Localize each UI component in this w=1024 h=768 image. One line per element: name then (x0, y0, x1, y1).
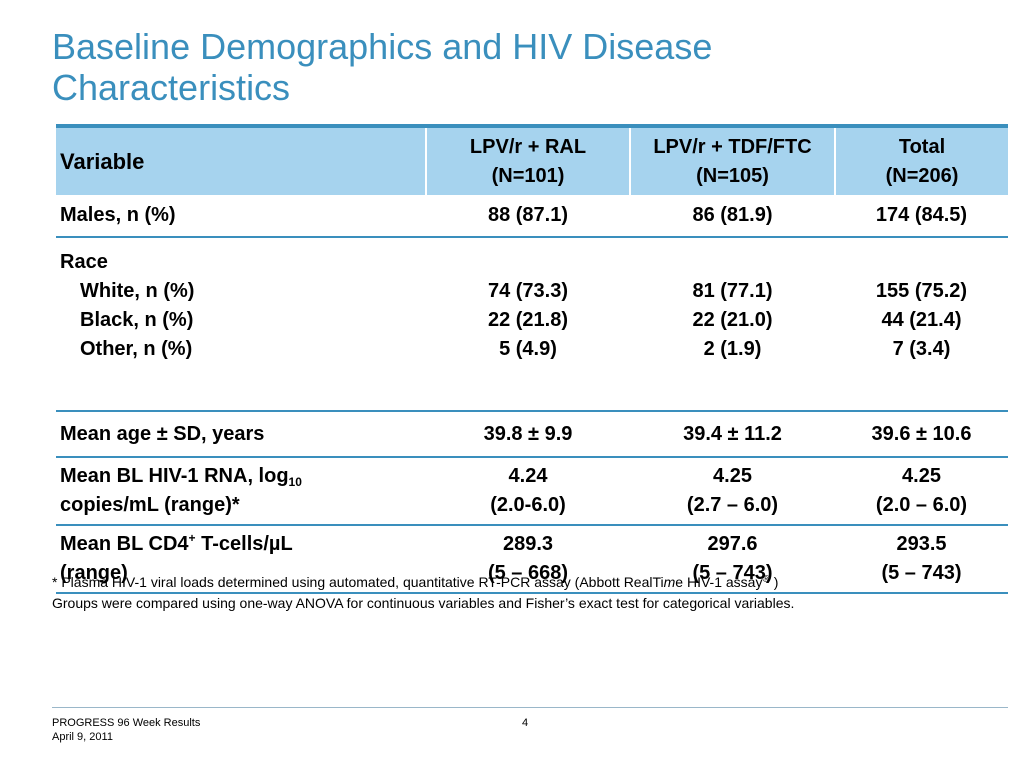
cd4-label-superscript: + (188, 531, 196, 545)
row-label-line: Mean BL CD4+ T-cells/µL (60, 530, 426, 559)
cell-value: 293.5 (896, 533, 947, 555)
cell-value: 2 (1.9) (703, 338, 762, 360)
cell-value: 289.3 (502, 533, 554, 555)
race-cell-lpv-ral: 74 (73.3) 22 (21.8) 5 (4.9) (426, 237, 630, 412)
cell-value: 174 (84.5) (835, 195, 1008, 238)
cell-range: (2.7 – 6.0) (686, 494, 779, 516)
header-lpv-ral: LPV/r + RAL (N=101) (425, 128, 630, 195)
cell-value: 39.6 ± 10.6 (835, 411, 1008, 458)
footnote-italic: m (663, 574, 676, 590)
rna-cell-lpv-tdf-ftc: 4.25 (2.7 – 6.0) (630, 457, 835, 526)
cell-value: 155 (75.2) (875, 280, 968, 302)
row-label-line: Mean BL HIV-1 RNA, log10 (60, 462, 426, 491)
header-group-name: LPV/r + TDF/FTC (653, 135, 812, 158)
rna-label-subscript: 10 (288, 475, 302, 489)
footer-date: April 9, 2011 (52, 731, 113, 743)
header-variable: Variable (56, 128, 426, 195)
cell-value: 39.4 ± 11.2 (630, 411, 835, 458)
header-group-name: Total (898, 135, 946, 158)
cd4-cell-lpv-tdf-ftc: 297.6 (5 – 743) (630, 525, 835, 594)
race-sub-label: Black, n (%) (80, 309, 194, 331)
cell-value: 5 (4.9) (499, 338, 557, 360)
table-row-cd4: Mean BL CD4+ T-cells/µL (range) 289.3 (5… (56, 525, 1008, 594)
demographics-table: Variable LPV/r + RAL (N=101) LPV/r + TDF… (56, 128, 1008, 594)
rna-cell-total: 4.25 (2.0 – 6.0) (835, 457, 1008, 526)
rna-cell-lpv-ral: 4.24 (2.0-6.0) (426, 457, 630, 526)
cd4-label-suffix: T-cells/µL (195, 533, 293, 555)
cd4-cell-total: 293.5 (5 – 743) (835, 525, 1008, 594)
cell-value: 4.25 (713, 465, 752, 487)
footer-study: PROGRESS 96 Week Results (52, 717, 201, 729)
header-group-n: (N=105) (696, 164, 769, 187)
footnote-assay: * Plasma HIV-1 viral loads determined us… (52, 572, 1012, 593)
cell-range: (2.0 – 6.0) (875, 494, 968, 516)
row-label-cd4: Mean BL CD4+ T-cells/µL (range) (56, 525, 426, 594)
footnotes: * Plasma HIV-1 viral loads determined us… (52, 572, 1012, 614)
table-row-race: Race White, n (%) Black, n (%) Other, n … (56, 237, 1008, 412)
footnote-text-2: e HIV-1 assay (675, 574, 763, 590)
cell-value: 4.24 (508, 465, 548, 487)
footer-rule (52, 707, 1008, 708)
row-label: Mean age ± SD, years (56, 411, 426, 458)
slide-title-line-1: Baseline Demographics and HIV Disease (52, 26, 713, 67)
header-group-n: (N=101) (491, 164, 565, 187)
cell-value: 22 (21.8) (487, 309, 569, 331)
table-header-row: Variable LPV/r + RAL (N=101) LPV/r + TDF… (56, 128, 1008, 195)
footnote-text-3: ) (769, 574, 779, 590)
cell-range: (5 – 668) (487, 562, 569, 584)
table-top-rule (56, 124, 1008, 128)
page-number: 4 (522, 717, 529, 729)
race-heading: Race (60, 251, 108, 273)
header-group-name: LPV/r + RAL (469, 135, 587, 158)
table-row-age: Mean age ± SD, years 39.8 ± 9.9 39.4 ± 1… (56, 411, 1008, 458)
race-cell-total: 155 (75.2) 44 (21.4) 7 (3.4) (835, 237, 1008, 412)
cell-value: 74 (73.3) (487, 280, 569, 302)
row-label-line-2: copies/mL (range)* (60, 494, 240, 516)
cd4-label-text: Mean BL CD4 (60, 533, 189, 555)
cell-value: 4.25 (902, 465, 941, 487)
cell-value: 86 (81.9) (630, 195, 835, 238)
race-cell-lpv-tdf-ftc: 81 (77.1) 22 (21.0) 2 (1.9) (630, 237, 835, 412)
race-sub-label: White, n (%) (80, 280, 195, 302)
footer-info: PROGRESS 96 Week Results April 9, 2011 (52, 716, 200, 744)
row-label: Males, n (%) (56, 195, 426, 238)
rna-label-text: Mean BL HIV-1 RNA, log (60, 465, 289, 487)
row-label-race: Race White, n (%) Black, n (%) Other, n … (56, 237, 426, 412)
row-label-hiv-rna: Mean BL HIV-1 RNA, log10 copies/mL (rang… (56, 457, 426, 526)
table-row-hiv-rna: Mean BL HIV-1 RNA, log10 copies/mL (rang… (56, 457, 1008, 526)
header-total: Total (N=206) (834, 128, 1008, 195)
cell-value: 88 (87.1) (426, 195, 630, 238)
header-lpv-tdf-ftc: LPV/r + TDF/FTC (N=105) (629, 128, 835, 195)
cell-value: 39.8 ± 9.9 (426, 411, 630, 458)
slide-title-line-2: Characteristics (52, 67, 291, 108)
registered-mark: ® (762, 574, 770, 585)
cell-range: (2.0-6.0) (490, 494, 566, 516)
footnote-text: * Plasma HIV-1 viral loads determined us… (52, 574, 664, 590)
cell-value: 81 (77.1) (692, 280, 773, 302)
cd4-cell-lpv-ral: 289.3 (5 – 668) (426, 525, 630, 594)
row-label-line-2: (range) (60, 562, 128, 584)
cell-value: 22 (21.0) (692, 309, 773, 331)
cell-value: 44 (21.4) (881, 309, 962, 331)
cell-value: 297.6 (707, 533, 758, 555)
cell-range: (5 – 743) (692, 562, 773, 584)
footnote-statistics: Groups were compared using one-way ANOVA… (52, 595, 795, 611)
cell-range: (5 – 743) (881, 562, 962, 584)
slide-title: Baseline Demographics and HIV Disease Ch… (52, 26, 952, 108)
cell-value: 7 (3.4) (892, 338, 951, 360)
table-row-males: Males, n (%) 88 (87.1) 86 (81.9) 174 (84… (56, 195, 1008, 238)
header-group-n: (N=206) (885, 164, 959, 187)
race-sub-label: Other, n (%) (80, 338, 193, 360)
